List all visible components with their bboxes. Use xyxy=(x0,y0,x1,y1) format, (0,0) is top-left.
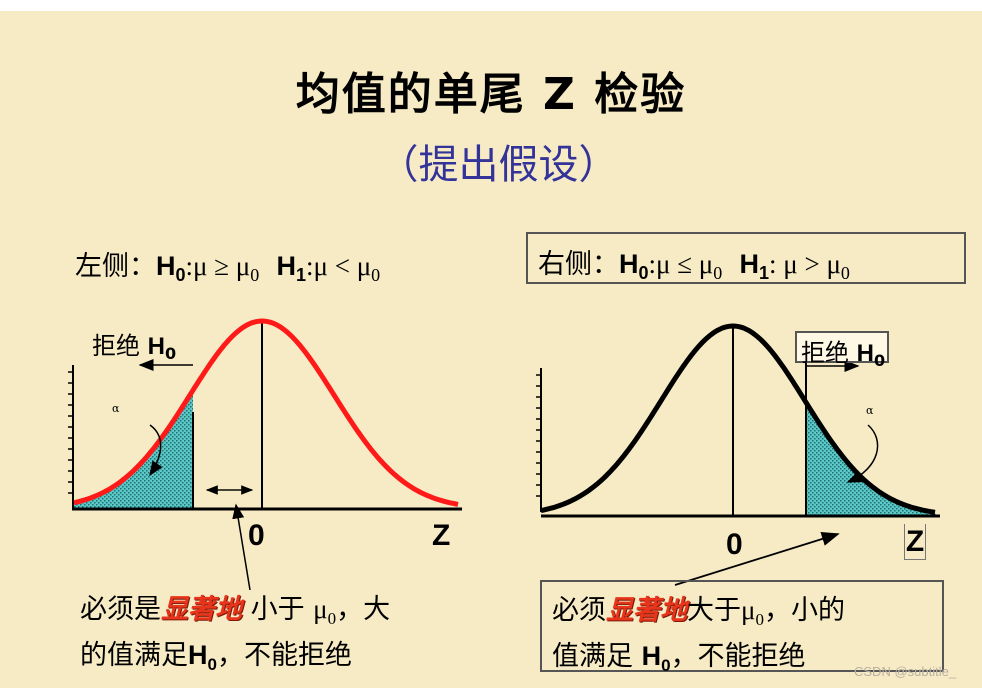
left-h0-relation: :μ ≥ μ xyxy=(185,251,251,281)
left-note-pointer xyxy=(232,503,251,591)
left-reject-text: 拒绝 xyxy=(92,332,148,360)
left-note-h-sub: 0 xyxy=(207,655,217,674)
top-strip xyxy=(0,0,982,11)
right-reject-sub: 0 xyxy=(873,351,886,370)
left-normal-curve xyxy=(73,318,459,507)
right-h0-value-sub: 0 xyxy=(713,263,723,283)
right-note-line2b: ，不能拒绝 xyxy=(670,641,806,672)
left-note-line2b: ，不能拒绝 xyxy=(216,640,352,671)
left-h1-value-sub: 0 xyxy=(371,265,381,285)
left-note-part2: 小于 xyxy=(242,594,314,625)
right-note-h-sub: 0 xyxy=(661,656,671,675)
right-zero-label: 0 xyxy=(726,528,743,561)
right-reject-text: 拒绝 xyxy=(801,339,857,367)
slide-title: 均值的单尾 Z 检验 xyxy=(295,69,687,120)
left-alpha-label: α xyxy=(112,402,120,415)
left-note-h: H xyxy=(188,640,208,670)
right-reject-h: H xyxy=(856,340,874,367)
left-rejection-area xyxy=(74,391,193,509)
left-note-mu-sub: 0 xyxy=(327,609,337,628)
left-note: 必须是显著地 小于 μ0，大 的值满足H0，不能拒绝 xyxy=(80,591,390,683)
left-h1-sub: 1 xyxy=(295,265,306,285)
right-note-part3: ，小的 xyxy=(763,595,845,626)
left-z-label: Z xyxy=(432,519,451,552)
right-note-pointer xyxy=(674,531,840,586)
right-h1-sub: 1 xyxy=(758,263,769,283)
right-h1-label: H xyxy=(739,249,759,279)
left-note-mu: μ xyxy=(313,594,328,624)
right-note: 必须显著地大于μ0，小的 值满足 H0，不能拒绝 xyxy=(540,580,944,675)
left-side-label: 左侧： xyxy=(75,251,156,282)
right-normal-curve xyxy=(540,323,936,515)
slide-subtitle: （提出假设） xyxy=(378,142,619,188)
left-h1-relation: :μ < μ xyxy=(305,251,372,281)
left-note-part3: ，大 xyxy=(336,594,391,625)
right-note-line2a: 值满足 xyxy=(552,641,642,672)
right-alpha-label: α xyxy=(866,404,874,417)
right-z-label: Z xyxy=(904,524,926,560)
right-hypotheses: 右侧：H0:μ ≤ μ0 H1: μ > μ0 xyxy=(526,232,966,284)
right-alpha-arrow xyxy=(846,424,879,483)
left-y-ticks xyxy=(68,371,73,494)
right-note-h: H xyxy=(641,641,662,671)
right-h1-relation: : μ > μ xyxy=(768,249,841,279)
right-note-part1: 必须 xyxy=(552,595,606,626)
right-note-mu: μ xyxy=(741,595,756,625)
right-note-emphasis: 显著地 xyxy=(606,595,687,626)
right-h0-relation: :μ ≤ μ xyxy=(648,249,714,279)
right-reject-label: 拒绝 H0 xyxy=(795,331,889,370)
left-zero-label: 0 xyxy=(248,519,265,552)
left-note-line2a: 的值满足 xyxy=(80,640,188,671)
right-h0-label: H xyxy=(619,249,639,279)
left-alpha-arrow xyxy=(149,424,163,477)
left-note-emphasis: 显著地 xyxy=(161,594,242,625)
left-note-part1: 必须是 xyxy=(80,594,161,625)
watermark: CSDN @subtitle_ xyxy=(854,664,957,679)
right-rejection-area xyxy=(806,404,936,516)
left-reject-label: 拒绝 H0 xyxy=(92,326,176,363)
right-note-mu-sub: 0 xyxy=(755,610,764,629)
left-hypotheses: 左侧：H0:μ ≥ μ0 H1:μ < μ0 xyxy=(75,244,380,286)
right-h1-value-sub: 0 xyxy=(840,263,850,283)
left-h0-label: H xyxy=(156,251,176,281)
right-note-part2: 大于 xyxy=(687,595,741,626)
left-h1-label: H xyxy=(276,251,296,281)
left-reject-sub: 0 xyxy=(164,344,177,363)
right-side-label: 右侧： xyxy=(538,249,619,280)
left-h0-sub: 0 xyxy=(175,265,186,285)
left-h0-value-sub: 0 xyxy=(250,265,260,285)
right-h0-sub: 0 xyxy=(638,263,649,283)
left-reject-h: H xyxy=(147,333,165,360)
right-y-ticks xyxy=(536,374,541,497)
right-diagram xyxy=(536,323,940,586)
left-diagram xyxy=(68,318,462,591)
